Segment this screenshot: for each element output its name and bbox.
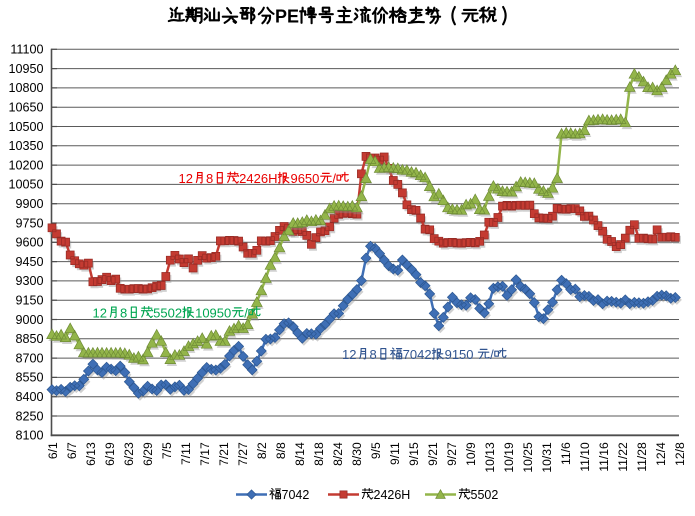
svg-text:9/11: 9/11 bbox=[388, 442, 402, 465]
svg-text:6/29: 6/29 bbox=[141, 442, 155, 466]
svg-text:6/7: 6/7 bbox=[65, 442, 79, 459]
svg-text:8550: 8550 bbox=[15, 371, 43, 385]
svg-text:PE: PE bbox=[275, 7, 299, 27]
svg-text:2426H: 2426H bbox=[374, 488, 411, 502]
svg-text:7042: 7042 bbox=[403, 347, 432, 362]
svg-text:12/4: 12/4 bbox=[654, 442, 668, 466]
svg-text:8/18: 8/18 bbox=[312, 442, 326, 466]
svg-text:9/27: 9/27 bbox=[445, 442, 459, 466]
svg-text:9650: 9650 bbox=[290, 171, 319, 186]
svg-text:10650: 10650 bbox=[8, 101, 43, 115]
svg-text:9000: 9000 bbox=[15, 313, 43, 327]
svg-text:8/14: 8/14 bbox=[293, 442, 307, 466]
svg-text:8/8: 8/8 bbox=[274, 442, 288, 459]
svg-text:11/16: 11/16 bbox=[597, 442, 611, 472]
svg-text:8: 8 bbox=[120, 306, 127, 321]
svg-text:11100: 11100 bbox=[10, 43, 43, 57]
svg-text:10950: 10950 bbox=[8, 62, 43, 76]
svg-text:9/15: 9/15 bbox=[407, 442, 421, 466]
svg-text:11/6: 11/6 bbox=[559, 442, 573, 465]
svg-text:8/2: 8/2 bbox=[255, 442, 269, 459]
svg-text:11/10: 11/10 bbox=[578, 442, 592, 472]
svg-text:10/19: 10/19 bbox=[502, 442, 516, 473]
svg-text:6/13: 6/13 bbox=[84, 442, 98, 466]
svg-text:9150: 9150 bbox=[445, 347, 474, 362]
svg-text:7/11: 7/11 bbox=[179, 442, 193, 465]
svg-text:6/19: 6/19 bbox=[103, 442, 117, 466]
svg-text:8850: 8850 bbox=[15, 332, 43, 346]
svg-text:9/5: 9/5 bbox=[369, 442, 383, 459]
svg-text:7/27: 7/27 bbox=[236, 442, 250, 466]
svg-text:8250: 8250 bbox=[15, 409, 43, 423]
svg-text:6/1: 6/1 bbox=[46, 442, 60, 459]
svg-text:2426H: 2426H bbox=[239, 171, 277, 186]
svg-text:/: / bbox=[332, 171, 336, 186]
svg-text:10950: 10950 bbox=[195, 306, 231, 321]
svg-text:12: 12 bbox=[179, 171, 193, 186]
svg-text:10/25: 10/25 bbox=[521, 442, 535, 473]
svg-text:10/31: 10/31 bbox=[540, 442, 554, 473]
svg-text:5502: 5502 bbox=[153, 306, 182, 321]
svg-text:12/8: 12/8 bbox=[673, 442, 687, 466]
svg-text:7/17: 7/17 bbox=[198, 442, 212, 466]
svg-text:9600: 9600 bbox=[15, 236, 43, 250]
svg-text:10/13: 10/13 bbox=[483, 442, 497, 473]
svg-text:11/28: 11/28 bbox=[635, 442, 649, 472]
svg-text:7/5: 7/5 bbox=[160, 442, 174, 459]
svg-text:7/21: 7/21 bbox=[217, 442, 231, 466]
svg-text:12: 12 bbox=[342, 347, 356, 362]
svg-text:10500: 10500 bbox=[8, 120, 43, 134]
svg-text:9750: 9750 bbox=[15, 216, 43, 230]
svg-text:8100: 8100 bbox=[15, 429, 43, 443]
svg-text:10200: 10200 bbox=[8, 158, 43, 172]
svg-text:9/21: 9/21 bbox=[426, 442, 440, 466]
svg-text:9450: 9450 bbox=[15, 255, 43, 269]
svg-text:10350: 10350 bbox=[8, 139, 43, 153]
svg-text:11/22: 11/22 bbox=[616, 442, 630, 472]
svg-text:/: / bbox=[244, 306, 248, 321]
svg-text:9300: 9300 bbox=[15, 274, 43, 288]
svg-text:8: 8 bbox=[206, 171, 213, 186]
svg-text:/: / bbox=[490, 347, 494, 362]
svg-text:8700: 8700 bbox=[15, 351, 43, 365]
svg-text:10/9: 10/9 bbox=[464, 442, 478, 466]
svg-text:8/24: 8/24 bbox=[331, 442, 345, 466]
svg-text:9900: 9900 bbox=[15, 197, 43, 211]
svg-text:12: 12 bbox=[93, 306, 107, 321]
svg-text:8400: 8400 bbox=[15, 390, 43, 404]
svg-text:8/30: 8/30 bbox=[350, 442, 364, 466]
svg-text:7042: 7042 bbox=[282, 488, 310, 502]
svg-text:10050: 10050 bbox=[8, 178, 43, 192]
svg-text:10800: 10800 bbox=[8, 81, 43, 95]
svg-text:5502: 5502 bbox=[471, 488, 499, 502]
svg-text:8: 8 bbox=[369, 347, 376, 362]
svg-text:9150: 9150 bbox=[15, 294, 43, 308]
svg-text:6/23: 6/23 bbox=[122, 442, 136, 466]
